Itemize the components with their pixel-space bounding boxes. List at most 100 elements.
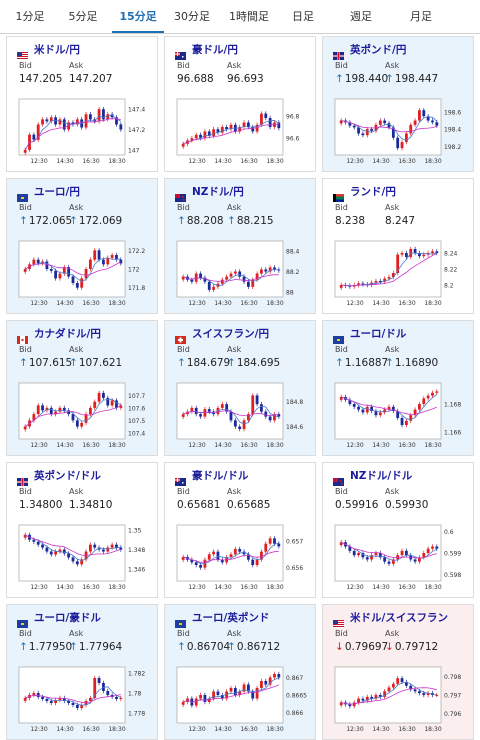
rate-card[interactable]: 英ポンド/ドル Bid Ask 1.34800 1.34810 1.35 1.348 1.34…: [6, 462, 158, 598]
price-chart: 0.867 0.8665 0.866 12:30 14:30 16:30 18:30: [176, 666, 307, 733]
short-moving-average: [25, 257, 121, 282]
bid-label: Bid: [335, 203, 348, 212]
bid-value: ↑107.615: [19, 357, 72, 369]
pair-name[interactable]: スイスフラン/円: [192, 327, 270, 340]
candle: [45, 117, 49, 124]
rate-card[interactable]: 米ドル/スイスフラン Bid Ask ↓0.79697↓0.79712 0.798 0.7…: [322, 604, 474, 740]
long-moving-average: [341, 120, 437, 133]
bid-value: ↑1.77950: [19, 641, 72, 653]
x-tick-label: 16:30: [240, 300, 257, 307]
pair-name[interactable]: 豪ドル/ドル: [192, 469, 249, 482]
rate-card[interactable]: 英ポンド/円 Bid Ask ↑198.440↑198.447 198.6 198.4 19…: [322, 36, 474, 172]
candle: [23, 424, 27, 432]
candle: [233, 418, 237, 429]
pair-name[interactable]: NZドル/ドル: [350, 469, 413, 482]
tab-4[interactable]: 30分足: [174, 10, 210, 23]
pair-name[interactable]: ユーロ/英ポンド: [192, 611, 270, 624]
candle: [62, 547, 66, 556]
pair-name[interactable]: ランド/円: [350, 185, 396, 198]
pair-name[interactable]: ユーロ/豪ドル: [34, 611, 101, 624]
bid-label: Bid: [177, 345, 190, 354]
y-tick-label: 1.348: [128, 547, 145, 554]
plot-area: [18, 98, 126, 156]
candle: [41, 117, 44, 127]
arrow-up-icon: ↑: [177, 215, 186, 227]
pair-name[interactable]: 英ポンド/ドル: [34, 469, 101, 482]
arrow-up-icon: ↑: [385, 357, 394, 369]
rate-card[interactable]: ランド/円 Bid Ask 8.238 8.247 8.24 8.22 8.2 12:30 14:…: [322, 178, 474, 314]
pair-name[interactable]: ユーロ/円: [34, 185, 80, 198]
price-chart: 172.2 172 171.8 12:30 14:30 16:30 18:30: [18, 240, 145, 307]
plot-area: [334, 240, 442, 298]
pair-name[interactable]: 英ポンド/円: [350, 43, 407, 56]
x-tick-label: 12:30: [30, 584, 47, 591]
pair-name[interactable]: 豪ドル/円: [192, 43, 238, 56]
tab-5[interactable]: 1時間足: [229, 10, 269, 23]
country-flag-icon: [333, 329, 344, 344]
candle: [41, 403, 44, 413]
rate-card[interactable]: 豪ドル/円 Bid Ask 96.688 96.693 96.8 96.6 12:30 14:3…: [164, 36, 316, 172]
candle: [435, 389, 439, 396]
rate-card[interactable]: 豪ドル/ドル Bid Ask 0.65681 0.65685 0.657 0.656 12:3…: [164, 462, 316, 598]
x-tick-label: 18:30: [108, 158, 125, 165]
ask-text: 0.79712: [394, 641, 439, 653]
rate-card[interactable]: スイスフラン/円 Bid Ask ↑184.679↑184.695 184.8 184.6…: [164, 320, 316, 456]
candle: [273, 671, 276, 680]
card-header: カナダドル/円: [17, 326, 101, 344]
candle: [339, 118, 343, 126]
x-tick-label: 14:30: [214, 158, 231, 165]
tab-8[interactable]: 月足: [410, 10, 432, 23]
candle: [62, 405, 66, 413]
x-tick-label: 16:30: [82, 726, 99, 733]
tab-6[interactable]: 日足: [292, 10, 314, 23]
candle: [97, 390, 101, 404]
rate-card[interactable]: カナダドル/円 Bid Ask ↑107.615↑107.621 107.7 107.6 1…: [6, 320, 158, 456]
tab-3[interactable]: 15分足: [112, 0, 164, 33]
candle: [264, 409, 268, 419]
candle: [357, 281, 360, 288]
arrow-down-icon: ↓: [385, 641, 394, 653]
tab-2[interactable]: 5分足: [68, 10, 98, 23]
long-moving-average: [24, 534, 121, 556]
rate-card[interactable]: NZドル/円 Bid Ask ↑88.208 ↑88.215 88.4 88.2 88 12:3…: [164, 178, 316, 314]
candle: [273, 411, 276, 423]
tab-7[interactable]: 週足: [350, 10, 372, 23]
tab-1[interactable]: 1分足: [15, 10, 45, 23]
bid-value: ↓0.79697: [335, 641, 388, 653]
rate-card[interactable]: ユーロ/円 Bid Ask ↑172.065↑172.069 172.2 172 171.8…: [6, 178, 158, 314]
price-chart: 88.4 88.2 88 12:30 14:30 16:30 18:30: [176, 240, 300, 307]
candle: [426, 546, 430, 556]
candle: [54, 409, 58, 417]
rate-card[interactable]: NZドル/ドル Bid Ask 0.59916 0.59930 0.6 0.599 0.598…: [322, 462, 474, 598]
candle: [203, 692, 207, 705]
x-tick-label: 14:30: [56, 726, 73, 733]
candle: [93, 399, 97, 411]
candle: [418, 250, 421, 259]
candle: [339, 700, 343, 708]
candle: [246, 682, 250, 694]
candle: [396, 675, 400, 687]
rate-card[interactable]: 米ドル/円 Bid Ask 147.205 147.207 147.4 147.2 147 12…: [6, 36, 158, 172]
candle: [181, 274, 185, 282]
candle: [194, 696, 198, 708]
pair-name[interactable]: カナダドル/円: [34, 327, 101, 340]
pair-name[interactable]: NZドル/円: [192, 185, 244, 198]
y-tick-label: 1.782: [128, 671, 145, 678]
rate-card[interactable]: ユーロ/豪ドル Bid Ask ↑1.77950↑1.77964 1.782 1.78 1.…: [6, 604, 158, 740]
candle: [251, 393, 255, 417]
x-tick-label: 16:30: [240, 158, 257, 165]
pair-name[interactable]: 米ドル/円: [34, 43, 80, 56]
rate-card[interactable]: ユーロ/ドル Bid Ask ↑1.16887↑1.16890 1.168 1.166 12…: [322, 320, 474, 456]
candle: [383, 118, 387, 126]
card-header: 英ポンド/ドル: [17, 468, 101, 486]
card-header: 米ドル/円: [17, 42, 80, 60]
pair-name[interactable]: ユーロ/ドル: [350, 327, 407, 340]
y-tick-label: 171.8: [128, 285, 145, 292]
pair-name[interactable]: 米ドル/スイスフラン: [350, 611, 449, 624]
card-header: 米ドル/スイスフラン: [333, 610, 449, 628]
rate-card[interactable]: ユーロ/英ポンド Bid Ask ↑0.86704↑0.86712 0.867 0.866…: [164, 604, 316, 740]
bid-text: 184.679: [186, 357, 231, 369]
candle: [387, 685, 391, 694]
candle: [229, 122, 233, 132]
candle: [277, 267, 281, 273]
